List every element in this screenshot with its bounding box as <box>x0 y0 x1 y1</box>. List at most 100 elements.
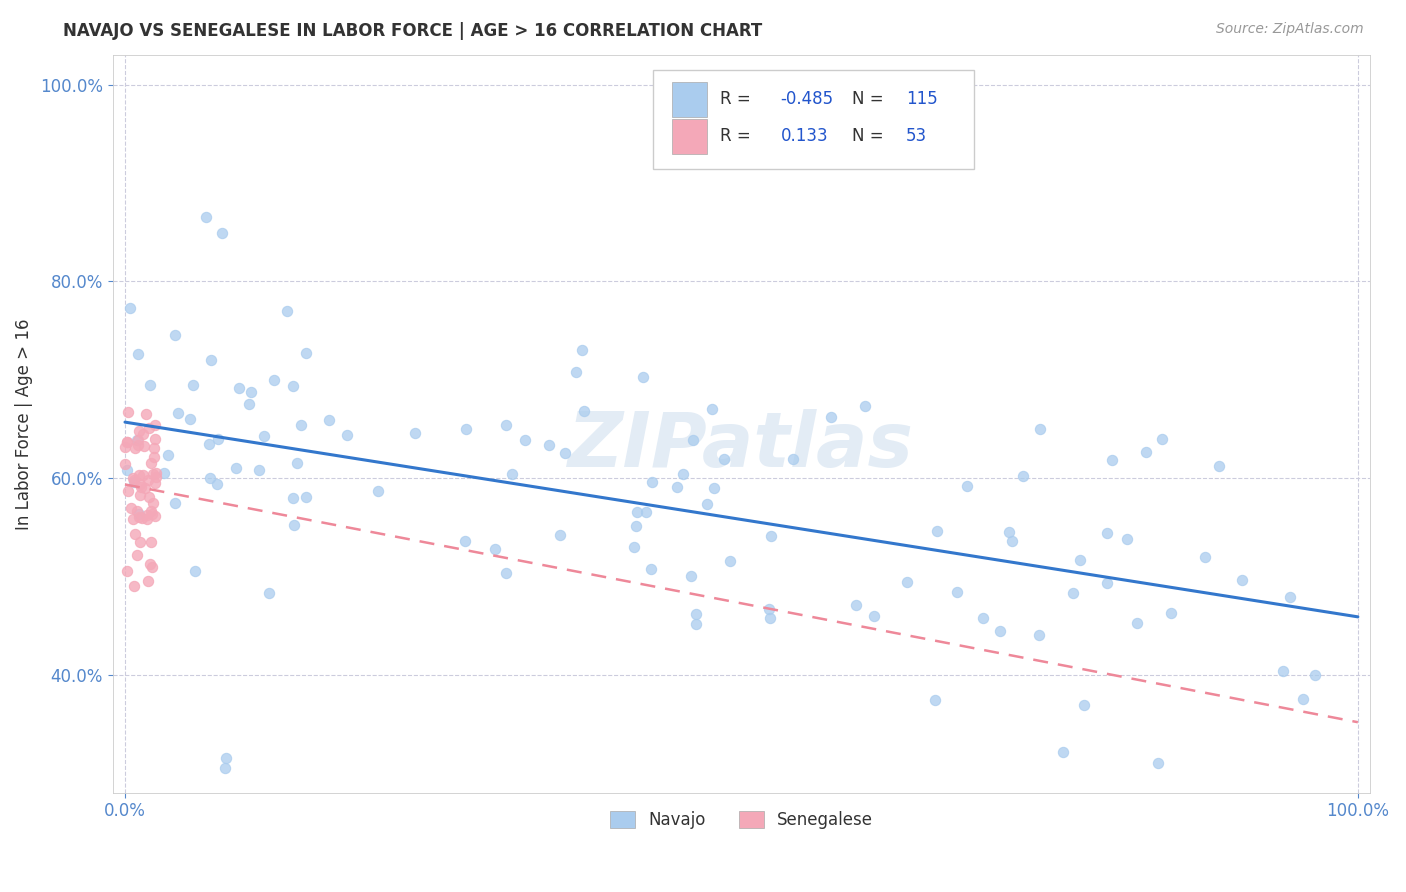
Point <box>283 517 305 532</box>
Point <box>404 425 426 440</box>
Point <box>927 524 949 539</box>
Point <box>122 475 145 490</box>
Point <box>136 508 159 523</box>
Point <box>128 467 150 482</box>
Point <box>484 541 506 556</box>
Point <box>132 467 155 482</box>
Point <box>281 491 304 505</box>
Point <box>367 484 389 499</box>
Point <box>1152 432 1174 446</box>
Point <box>896 575 918 590</box>
Point <box>513 433 536 447</box>
Point <box>136 574 159 589</box>
Point <box>1028 421 1050 435</box>
Point <box>143 442 166 456</box>
Point <box>1147 756 1170 771</box>
Text: ZIPatlas: ZIPatlas <box>568 409 914 483</box>
Point <box>127 438 149 452</box>
Point <box>972 611 994 625</box>
Point <box>121 501 143 516</box>
Point <box>127 433 149 447</box>
Point <box>1101 453 1123 467</box>
Point <box>290 417 312 432</box>
Point <box>554 446 576 460</box>
Point <box>225 461 247 475</box>
Point <box>167 406 190 420</box>
Point <box>142 467 165 481</box>
Point <box>565 365 588 379</box>
Point <box>1069 553 1091 567</box>
Point <box>495 418 517 433</box>
Point <box>820 409 842 424</box>
Point <box>156 448 179 462</box>
Point <box>124 527 146 541</box>
Point <box>685 616 707 631</box>
Text: N =: N = <box>852 90 884 109</box>
Text: 53: 53 <box>905 128 928 145</box>
Point <box>134 481 156 495</box>
Point <box>1028 628 1050 642</box>
Point <box>127 548 149 562</box>
Point <box>572 404 595 418</box>
Point <box>228 381 250 395</box>
Point <box>1097 526 1119 541</box>
Point <box>640 562 662 576</box>
Point <box>998 524 1021 539</box>
Point <box>1135 445 1157 459</box>
Point <box>214 761 236 775</box>
Point <box>114 457 136 471</box>
Point <box>1271 664 1294 678</box>
Point <box>285 456 308 470</box>
Point <box>142 496 165 510</box>
Point <box>672 467 695 481</box>
Point <box>634 505 657 519</box>
Point <box>946 585 969 599</box>
Point <box>626 519 648 533</box>
Point <box>138 491 160 505</box>
Point <box>128 507 150 521</box>
Point <box>700 401 723 416</box>
Text: R =: R = <box>720 90 751 109</box>
Text: NAVAJO VS SENEGALESE IN LABOR FORCE | AGE > 16 CORRELATION CHART: NAVAJO VS SENEGALESE IN LABOR FORCE | AG… <box>63 22 762 40</box>
Text: -0.485: -0.485 <box>780 90 834 109</box>
Point <box>666 480 689 494</box>
Point <box>200 352 222 367</box>
Point <box>845 598 868 612</box>
Point <box>131 427 153 442</box>
Point <box>127 433 149 447</box>
Point <box>184 564 207 578</box>
Point <box>679 569 702 583</box>
Point <box>141 504 163 518</box>
Point <box>761 529 783 543</box>
Point <box>1052 746 1074 760</box>
Point <box>127 346 149 360</box>
Point <box>118 301 141 315</box>
Point <box>782 452 804 467</box>
Text: 115: 115 <box>905 90 938 109</box>
Point <box>924 692 946 706</box>
Point <box>853 399 876 413</box>
Point <box>136 512 159 526</box>
Point <box>1160 607 1182 621</box>
Point <box>135 407 157 421</box>
Point <box>1232 573 1254 587</box>
Text: 0.133: 0.133 <box>780 128 828 145</box>
Point <box>1126 615 1149 630</box>
Point <box>145 418 167 433</box>
Point <box>318 413 340 427</box>
Point <box>145 476 167 491</box>
Point <box>1095 575 1118 590</box>
Point <box>263 373 285 387</box>
Point <box>122 473 145 487</box>
Point <box>207 433 229 447</box>
Point <box>127 504 149 518</box>
Point <box>197 437 219 451</box>
Point <box>257 586 280 600</box>
Legend: Navajo, Senegalese: Navajo, Senegalese <box>603 805 880 836</box>
Point <box>115 434 138 449</box>
Point <box>121 512 143 526</box>
Point <box>128 509 150 524</box>
Point <box>1279 591 1302 605</box>
Point <box>139 456 162 470</box>
Point <box>138 378 160 392</box>
